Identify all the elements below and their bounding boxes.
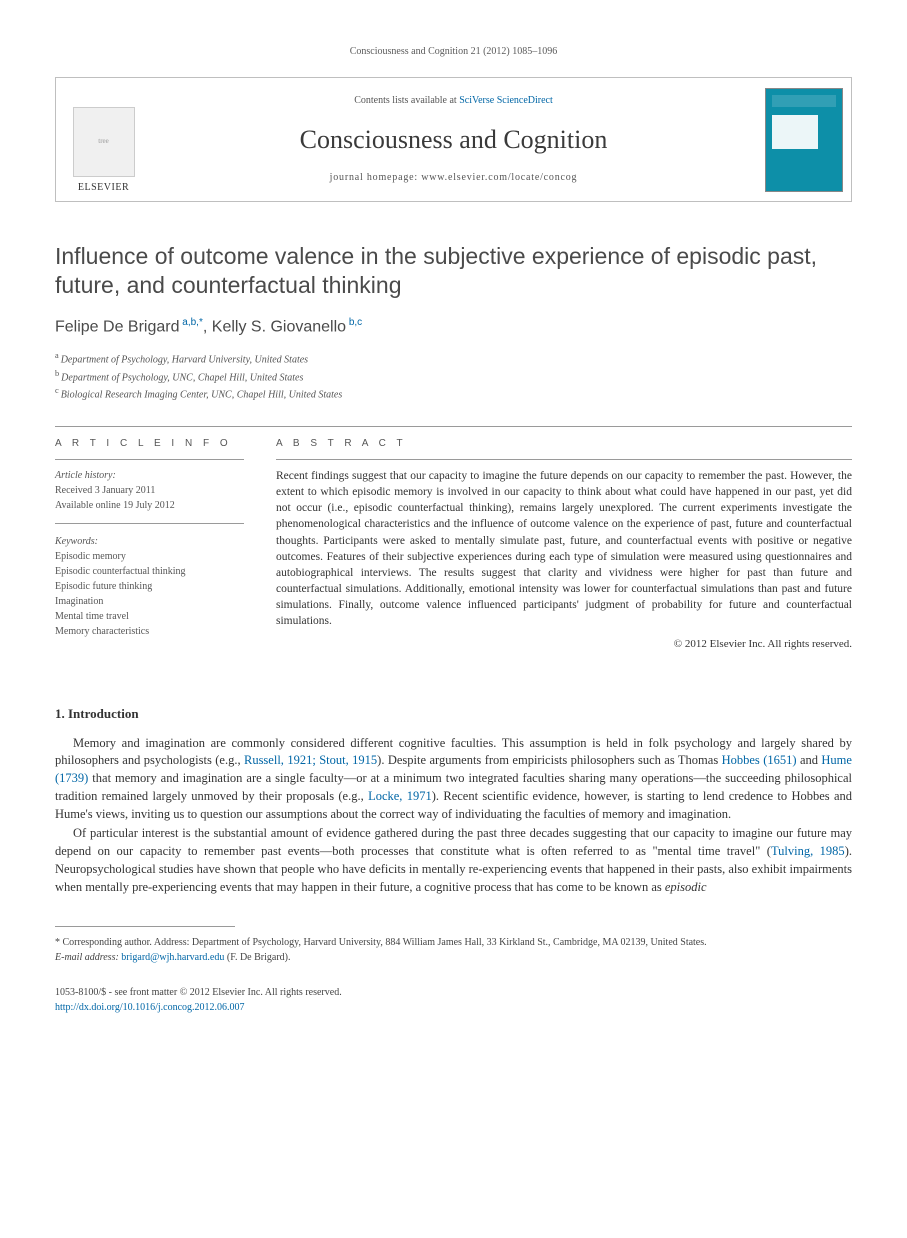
banner-center: Contents lists available at SciVerse Sci… — [151, 78, 756, 201]
keyword-item: Imagination — [55, 594, 244, 609]
keyword-item: Episodic counterfactual thinking — [55, 564, 244, 579]
authors-line: Felipe De Brigard a,b,*, Kelly S. Giovan… — [55, 316, 852, 339]
article-title: Influence of outcome valence in the subj… — [55, 242, 852, 300]
abstract-text: Recent findings suggest that our capacit… — [276, 468, 852, 629]
author-email-link[interactable]: brigard@wjh.harvard.edu — [121, 952, 224, 963]
cover-thumb-block — [756, 78, 851, 201]
publisher-logo-block: tree ELSEVIER — [56, 78, 151, 201]
keyword-item: Episodic memory — [55, 549, 244, 564]
intro-paragraph-1: Memory and imagination are commonly cons… — [55, 735, 852, 824]
citation-link[interactable]: Russell, 1921; Stout, 1915 — [244, 753, 377, 767]
page-footer-block: 1053-8100/$ - see front matter © 2012 El… — [55, 985, 852, 1015]
author-affil-sup: b,c — [346, 317, 362, 328]
article-info-heading: A R T I C L E I N F O — [55, 437, 244, 460]
elsevier-tree-icon: tree — [73, 107, 135, 177]
contents-list-line: Contents lists available at SciVerse Sci… — [354, 94, 553, 108]
received-date: Received 3 January 2011 — [55, 483, 244, 498]
doi-link[interactable]: http://dx.doi.org/10.1016/j.concog.2012.… — [55, 1002, 245, 1013]
citation-link[interactable]: Locke, 1971 — [368, 789, 432, 803]
term-episodic: episodic — [665, 880, 707, 894]
intro-paragraph-2: Of particular interest is the substantia… — [55, 825, 852, 896]
issn-copyright-line: 1053-8100/$ - see front matter © 2012 El… — [55, 985, 852, 1000]
citation-link[interactable]: Tulving, 1985 — [771, 844, 845, 858]
journal-banner: tree ELSEVIER Contents lists available a… — [55, 77, 852, 202]
publisher-name: ELSEVIER — [78, 181, 129, 195]
email-author-suffix: (F. De Brigard). — [227, 952, 291, 963]
journal-title: Consciousness and Cognition — [300, 122, 608, 158]
section-heading-intro: 1. Introduction — [55, 705, 852, 723]
history-label: Article history: — [55, 468, 244, 483]
affiliation-item: bDepartment of Psychology, UNC, Chapel H… — [55, 368, 852, 385]
corresponding-author-footnote: * Corresponding author. Address: Departm… — [55, 935, 852, 965]
journal-cover-icon — [765, 88, 843, 192]
footnote-separator — [55, 926, 235, 927]
journal-homepage-line: journal homepage: www.elsevier.com/locat… — [330, 171, 578, 185]
contents-prefix: Contents lists available at — [354, 95, 459, 106]
article-info-column: A R T I C L E I N F O Article history: R… — [55, 427, 260, 662]
info-abstract-row: A R T I C L E I N F O Article history: R… — [55, 426, 852, 662]
affiliation-item: aDepartment of Psychology, Harvard Unive… — [55, 350, 852, 367]
email-label: E-mail address: — [55, 952, 119, 963]
affiliation-item: cBiological Research Imaging Center, UNC… — [55, 385, 852, 402]
corresponding-marker: * — [199, 317, 203, 328]
keywords-block: Keywords: Episodic memory Episodic count… — [55, 534, 244, 649]
running-header: Consciousness and Cognition 21 (2012) 10… — [55, 45, 852, 59]
keyword-item: Memory characteristics — [55, 624, 244, 639]
online-date: Available online 19 July 2012 — [55, 498, 244, 513]
keyword-item: Episodic future thinking — [55, 579, 244, 594]
author-affil-sup: a,b, — [180, 317, 199, 328]
sciencedirect-link[interactable]: SciVerse ScienceDirect — [459, 95, 553, 106]
homepage-url[interactable]: www.elsevier.com/locate/concog — [421, 172, 577, 183]
article-history-block: Article history: Received 3 January 2011… — [55, 468, 244, 524]
keyword-item: Mental time travel — [55, 609, 244, 624]
affiliations: aDepartment of Psychology, Harvard Unive… — [55, 350, 852, 402]
keywords-label: Keywords: — [55, 534, 244, 549]
corr-address: * Corresponding author. Address: Departm… — [55, 935, 852, 950]
abstract-column: A B S T R A C T Recent findings suggest … — [260, 427, 852, 662]
abstract-copyright: © 2012 Elsevier Inc. All rights reserved… — [276, 637, 852, 652]
abstract-heading: A B S T R A C T — [276, 437, 852, 460]
citation-link[interactable]: Hobbes (1651) — [722, 753, 797, 767]
homepage-prefix: journal homepage: — [330, 172, 422, 183]
